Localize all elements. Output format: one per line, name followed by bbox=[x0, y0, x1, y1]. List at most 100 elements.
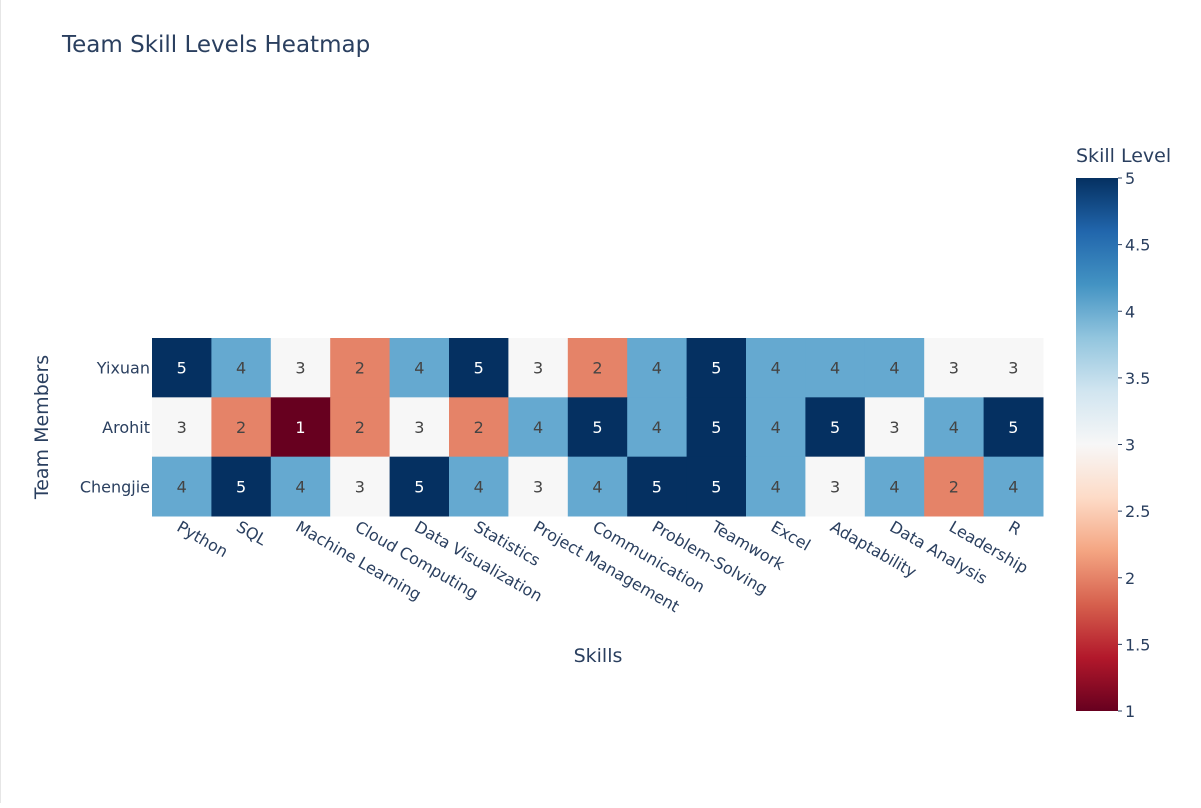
colorbar-tick-label: 2 bbox=[1125, 569, 1135, 588]
heatmap-cell-label: 4 bbox=[889, 359, 899, 378]
heatmap-cell bbox=[211, 397, 272, 458]
heatmap-cell-label: 2 bbox=[236, 418, 246, 437]
heatmap-cell-label: 5 bbox=[830, 418, 840, 437]
heatmap-cell bbox=[567, 397, 628, 458]
heatmap-cell-label: 4 bbox=[533, 418, 543, 437]
chart-title: Team Skill Levels Heatmap bbox=[61, 32, 370, 58]
heatmap-cell-label: 3 bbox=[414, 418, 424, 437]
colorbar-tick-label: 1 bbox=[1125, 702, 1135, 721]
heatmap-cell-label: 5 bbox=[652, 477, 662, 496]
heatmap-cell-label: 3 bbox=[355, 477, 365, 496]
heatmap-cell bbox=[924, 456, 985, 517]
heatmap-cell bbox=[805, 456, 866, 517]
colorbar-tick-label: 3 bbox=[1125, 436, 1135, 455]
y-axis-title: Team Members bbox=[31, 355, 53, 500]
heatmap-cell bbox=[449, 456, 509, 517]
colorbar-tick-label: 4.5 bbox=[1125, 236, 1150, 255]
x-tick-label: R bbox=[1005, 517, 1024, 539]
heatmap-cell bbox=[864, 456, 925, 517]
heatmap-cell bbox=[983, 338, 1044, 398]
heatmap-cell bbox=[330, 338, 391, 398]
x-tick-label: SQL bbox=[233, 517, 270, 549]
heatmap-cell-labels: 5 4 3 2 4 5 3 2 4 5 4 4 4 3 3 3 2 1 2 3 2 4 5 4 5 4 5 3 4 5 4 5 4 3 5 4 3 4 5 5… bbox=[177, 359, 1019, 497]
heatmap-cell-label: 4 bbox=[474, 477, 484, 496]
heatmap-cell-label: 5 bbox=[474, 359, 484, 378]
colorbar-tick-label: 2.5 bbox=[1125, 502, 1150, 521]
y-tick-label: Arohit bbox=[102, 418, 150, 437]
heatmap-cell bbox=[508, 338, 569, 398]
heatmap-cell bbox=[330, 397, 391, 458]
heatmap-cell bbox=[686, 397, 747, 458]
heatmap-cell bbox=[270, 456, 331, 517]
heatmap-cell-label: 5 bbox=[711, 418, 721, 437]
heatmap-cell-label: 4 bbox=[949, 418, 959, 437]
heatmap-cell-label: 3 bbox=[830, 477, 840, 496]
heatmap-cell bbox=[389, 397, 450, 458]
heatmap-cell bbox=[449, 397, 509, 458]
heatmap-cell-label: 2 bbox=[949, 477, 959, 496]
heatmap-cell bbox=[211, 456, 272, 517]
heatmap-cell bbox=[152, 397, 212, 458]
heatmap-cell bbox=[924, 338, 985, 398]
heatmap-cell bbox=[389, 338, 450, 398]
heatmap-cell-label: 4 bbox=[830, 359, 840, 378]
heatmap-cell-label: 4 bbox=[236, 359, 246, 378]
y-axis-ticks: Yixuan Arohit Chengjie bbox=[80, 359, 150, 497]
heatmap-cell-label: 1 bbox=[295, 418, 305, 437]
heatmap-cell-label: 2 bbox=[355, 359, 365, 378]
colorbar-tick-label: 5 bbox=[1125, 169, 1135, 188]
heatmap-cell-label: 4 bbox=[177, 477, 187, 496]
heatmap-cell-label: 4 bbox=[652, 359, 662, 378]
heatmap-cell bbox=[864, 397, 925, 458]
y-tick-label: Chengjie bbox=[80, 477, 150, 496]
heatmap-cell-label: 4 bbox=[771, 359, 781, 378]
heatmap-cell-label: 4 bbox=[652, 418, 662, 437]
heatmap-cell bbox=[686, 338, 747, 398]
heatmap-cell-label: 4 bbox=[295, 477, 305, 496]
heatmap-cell-label: 3 bbox=[177, 418, 187, 437]
heatmap-cell-label: 2 bbox=[355, 418, 365, 437]
heatmap-cell bbox=[152, 338, 212, 398]
heatmap-cell-label: 5 bbox=[1008, 418, 1018, 437]
heatmap-cell-label: 4 bbox=[414, 359, 424, 378]
colorbar-title: Skill Level bbox=[1076, 145, 1171, 167]
heatmap-cell bbox=[746, 397, 806, 458]
heatmap-cell-label: 5 bbox=[177, 359, 187, 378]
heatmap-cell-label: 5 bbox=[236, 477, 246, 496]
heatmap-cell-label: 5 bbox=[711, 477, 721, 496]
colorbar-ticks: 1 1.5 2 2.5 3 3.5 4 4.5 5 bbox=[1118, 169, 1150, 721]
y-tick-label: Yixuan bbox=[96, 359, 150, 378]
heatmap-cell-label: 4 bbox=[771, 418, 781, 437]
heatmap-cell-label: 3 bbox=[889, 418, 899, 437]
heatmap-cell bbox=[211, 338, 272, 398]
heatmap-cell bbox=[449, 338, 509, 398]
x-axis-title: Skills bbox=[574, 645, 623, 667]
heatmap-cell-label: 3 bbox=[533, 477, 543, 496]
heatmap-cell-label: 5 bbox=[592, 418, 602, 437]
heatmap-cell bbox=[746, 338, 806, 398]
x-tick-label: Python bbox=[174, 517, 232, 561]
colorbar: Skill Level 1 1.5 2 2.5 3 3.5 4 4.5 5 bbox=[1076, 145, 1171, 721]
heatmap-cell bbox=[270, 338, 331, 398]
heatmap-cell bbox=[924, 397, 985, 458]
heatmap-cell-label: 2 bbox=[474, 418, 484, 437]
heatmap-cell-label: 5 bbox=[711, 359, 721, 378]
colorbar-gradient bbox=[1076, 178, 1118, 711]
colorbar-tick-label: 4 bbox=[1125, 302, 1135, 321]
heatmap-cell-label: 3 bbox=[949, 359, 959, 378]
heatmap-cell bbox=[627, 397, 688, 458]
heatmap-cell bbox=[805, 397, 866, 458]
heatmap-cell bbox=[686, 456, 747, 517]
heatmap-cell bbox=[864, 338, 925, 398]
heatmap-cell-label: 4 bbox=[1008, 477, 1018, 496]
heatmap-cell-label: 5 bbox=[414, 477, 424, 496]
heatmap-cell-label: 3 bbox=[1008, 359, 1018, 378]
heatmap-cell bbox=[152, 456, 212, 517]
heatmap-cell bbox=[567, 456, 628, 517]
heatmap-cell bbox=[508, 397, 569, 458]
heatmap-cell-label: 3 bbox=[533, 359, 543, 378]
heatmap-cell bbox=[508, 456, 569, 517]
